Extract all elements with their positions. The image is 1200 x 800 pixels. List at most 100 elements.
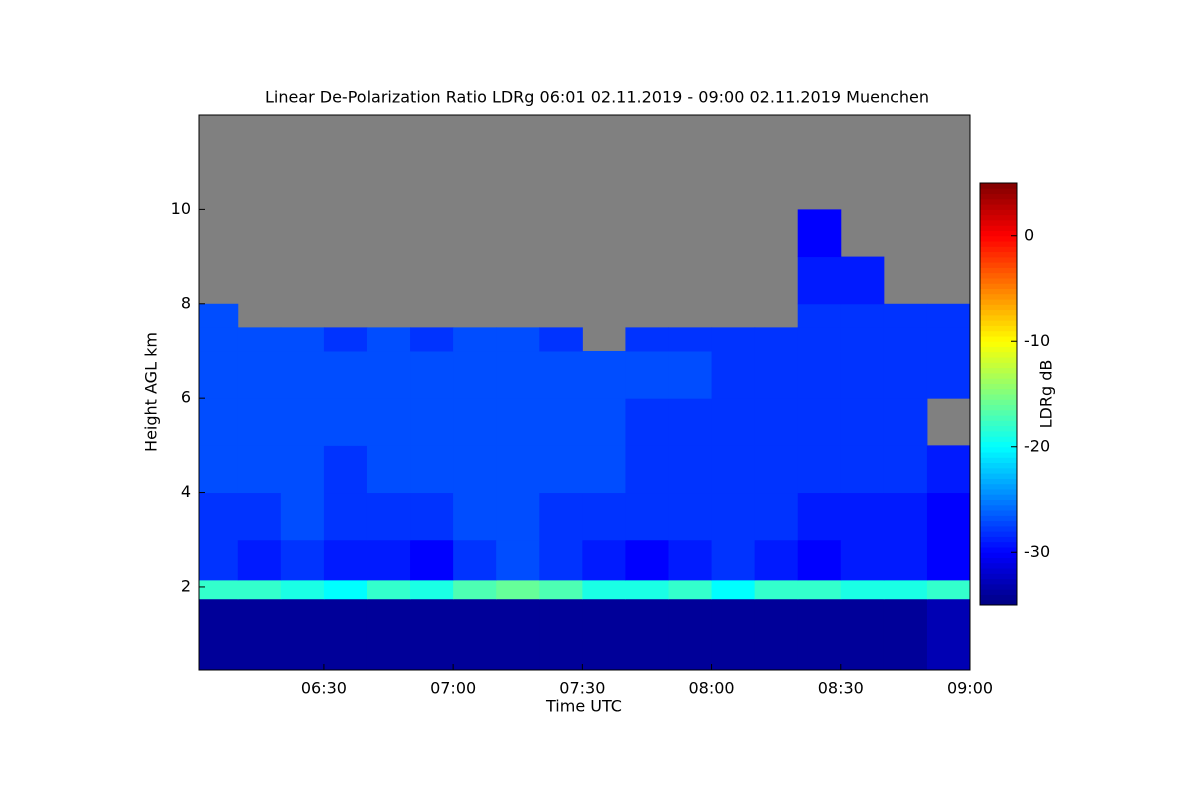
heatmap-cell bbox=[237, 398, 282, 446]
heatmap-cell bbox=[797, 539, 842, 581]
heatmap-cell bbox=[539, 445, 583, 494]
colorbar-label: LDRg dB bbox=[1037, 360, 1056, 429]
colorbar-step bbox=[980, 251, 1017, 258]
heatmap-cell bbox=[453, 350, 497, 399]
colorbar-step bbox=[980, 198, 1017, 205]
colorbar-step bbox=[980, 557, 1017, 564]
y-tick-label: 6 bbox=[181, 388, 191, 407]
colorbar-frame bbox=[979, 182, 1018, 606]
heatmap-cell bbox=[754, 598, 799, 671]
colorbar-step bbox=[980, 219, 1017, 226]
plot-frame bbox=[198, 114, 971, 671]
colorbar-step bbox=[980, 357, 1017, 363]
heatmap-cell bbox=[237, 598, 282, 671]
heatmap-cell bbox=[625, 579, 669, 600]
colorbar-step bbox=[980, 425, 1017, 432]
colorbar-step bbox=[980, 568, 1017, 574]
heatmap-cell bbox=[926, 327, 971, 352]
colorbar-step bbox=[980, 346, 1017, 353]
heatmap-cell bbox=[410, 539, 454, 581]
heatmap-cell bbox=[199, 350, 239, 399]
colorbar-step bbox=[980, 225, 1017, 231]
heatmap-cell bbox=[323, 579, 368, 600]
heatmap-cell bbox=[625, 398, 669, 446]
x-tick-label: 06:30 bbox=[301, 679, 347, 698]
heatmap-cell bbox=[366, 398, 411, 446]
heatmap-cell bbox=[323, 327, 368, 352]
heatmap-cell bbox=[926, 579, 971, 600]
colorbar-step bbox=[980, 415, 1017, 421]
heatmap-cell bbox=[199, 327, 239, 352]
colorbar-step bbox=[980, 467, 1017, 474]
heatmap-cell bbox=[711, 350, 756, 399]
heatmap-cell bbox=[711, 492, 756, 541]
heatmap-cell bbox=[366, 445, 411, 494]
colorbar-step bbox=[980, 330, 1017, 337]
heatmap-cell bbox=[797, 598, 842, 671]
heatmap-cell bbox=[410, 445, 454, 494]
heatmap-cell bbox=[410, 327, 454, 352]
heatmap-cell bbox=[797, 256, 842, 305]
heatmap-cell bbox=[797, 492, 842, 541]
heatmap-cell bbox=[539, 327, 583, 352]
heatmap-cell bbox=[366, 327, 411, 352]
heatmap-cell bbox=[582, 445, 626, 494]
colorbar-step bbox=[980, 562, 1017, 569]
colorbar-step bbox=[980, 430, 1017, 437]
heatmap-cell bbox=[711, 579, 756, 600]
heatmap-cell bbox=[840, 303, 885, 328]
x-tick-label: 07:30 bbox=[559, 679, 605, 698]
colorbar-step bbox=[980, 299, 1017, 305]
heatmap-cell bbox=[237, 327, 282, 352]
heatmap-cell bbox=[366, 492, 411, 541]
y-tick-label: 10 bbox=[171, 199, 191, 218]
colorbar-step bbox=[980, 494, 1017, 500]
heatmap-cell bbox=[754, 579, 799, 600]
heatmap-cell bbox=[237, 539, 282, 581]
heatmap-cell bbox=[366, 598, 411, 671]
colorbar-step bbox=[980, 246, 1017, 253]
heatmap-cell bbox=[280, 445, 325, 494]
colorbar-tick-label: -20 bbox=[1024, 436, 1050, 455]
heatmap-cell bbox=[582, 539, 626, 581]
heatmap-cell bbox=[366, 579, 411, 600]
heatmap-cell bbox=[883, 303, 928, 328]
colorbar-step bbox=[980, 594, 1017, 601]
colorbar-step bbox=[980, 320, 1017, 326]
heatmap-cell bbox=[237, 579, 282, 600]
heatmap-cell bbox=[840, 598, 885, 671]
heatmap-cell bbox=[539, 579, 583, 600]
heatmap-cell bbox=[410, 579, 454, 600]
heatmap-cell bbox=[199, 492, 239, 541]
heatmap-cell bbox=[883, 539, 928, 581]
heatmap-cell bbox=[754, 398, 799, 446]
heatmap-cell bbox=[366, 350, 411, 399]
heatmap-cell bbox=[883, 398, 928, 446]
y-tick-label: 8 bbox=[181, 293, 191, 312]
heatmap-cell bbox=[496, 445, 540, 494]
heatmap-cell bbox=[366, 539, 411, 581]
y-tick-label: 2 bbox=[181, 576, 191, 595]
heatmap-cell bbox=[711, 539, 756, 581]
colorbar-step bbox=[980, 399, 1017, 406]
heatmap-cell bbox=[711, 398, 756, 446]
colorbar-step bbox=[980, 394, 1017, 400]
heatmap-cell bbox=[539, 398, 583, 446]
heatmap-cell bbox=[199, 445, 239, 494]
colorbar-step bbox=[980, 541, 1017, 548]
heatmap-cell bbox=[926, 350, 971, 399]
colorbar-step bbox=[980, 372, 1017, 379]
heatmap-cell bbox=[280, 492, 325, 541]
heatmap-cell bbox=[237, 445, 282, 494]
heatmap-cell bbox=[668, 598, 713, 671]
heatmap-cell bbox=[883, 579, 928, 600]
colorbar-step bbox=[980, 499, 1017, 506]
colorbar-step bbox=[980, 515, 1017, 522]
colorbar-step bbox=[980, 293, 1017, 300]
y-tick-label: 4 bbox=[181, 482, 191, 501]
colorbar-step bbox=[980, 436, 1017, 442]
heatmap-cell bbox=[797, 445, 842, 494]
colorbar-step bbox=[980, 335, 1017, 342]
heatmap-cell bbox=[496, 579, 540, 600]
heatmap-cell bbox=[323, 445, 368, 494]
